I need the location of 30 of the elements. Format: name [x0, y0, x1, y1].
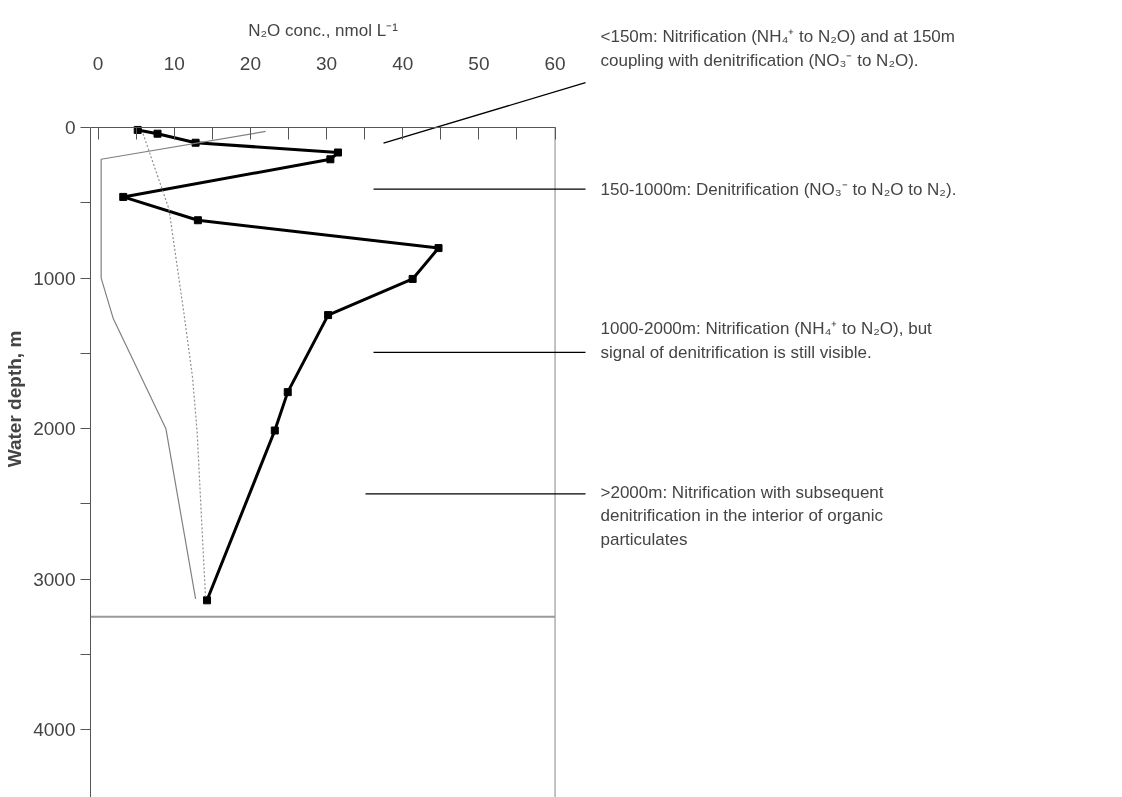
point — [334, 148, 342, 157]
x-tick-label: 0 — [92, 52, 104, 74]
x-tick-label: 10 — [163, 52, 185, 74]
y-axis-title: Water depth, m — [4, 330, 26, 468]
point — [324, 311, 333, 320]
y-tick-label: 1000 — [33, 267, 76, 289]
point — [326, 155, 335, 164]
point — [119, 192, 128, 201]
x-tick-label: 60 — [544, 52, 566, 74]
point — [203, 596, 212, 605]
x-tick-label: 50 — [468, 52, 490, 74]
point — [153, 129, 162, 138]
point — [270, 426, 279, 435]
x-tick-label: 20 — [239, 52, 261, 74]
y-tick-label: 4000 — [33, 719, 76, 741]
x-tick-label: 40 — [392, 52, 414, 74]
x-tick-label: 30 — [316, 52, 338, 74]
text: >2000m: Nitrification with subsequent denitrification in the interior of organic particulates — [600, 482, 884, 549]
y-tick-label: 3000 — [33, 568, 76, 590]
text: 1000-2000m: Nitrification (NH₄⁺ to N₂O), but signal of denitrification is still visible. — [600, 318, 933, 362]
line-series — [100, 130, 267, 600]
text: 150-1000m: Denitrification (NO₃⁻ to N₂O to N₂). — [600, 179, 957, 199]
x-axis-title: N₂O conc., nmol L⁻¹ — [248, 20, 399, 40]
text: <150m: Nitrification (NH₄⁺ to N₂O) and at 150m coupling with denitrification (NO₃⁻ to N₂O). — [600, 27, 955, 71]
point — [193, 216, 202, 225]
point — [283, 388, 292, 397]
y-tick-label: 2000 — [33, 418, 76, 440]
point — [434, 244, 443, 253]
y-tick-label: 0 — [64, 117, 76, 139]
point — [408, 274, 417, 283]
